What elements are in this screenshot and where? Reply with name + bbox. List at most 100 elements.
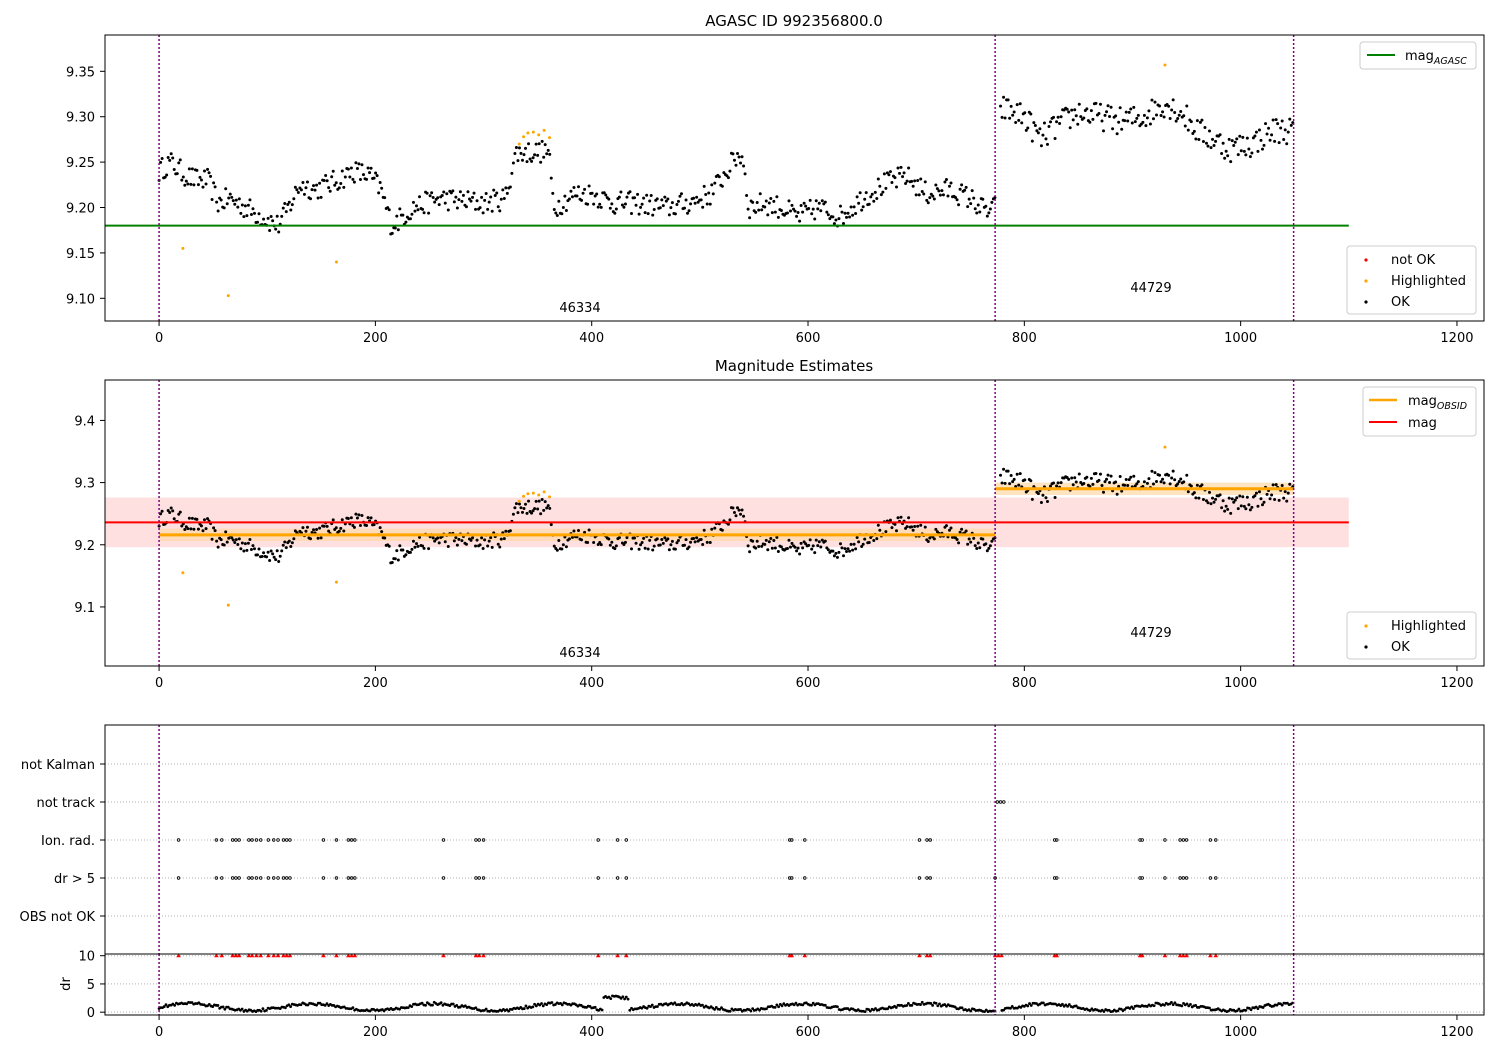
ok-point bbox=[1098, 472, 1102, 476]
ok-point bbox=[1198, 120, 1202, 124]
ok-point bbox=[1002, 95, 1006, 99]
ok-point bbox=[231, 538, 235, 542]
ok-point bbox=[430, 191, 434, 195]
ok-point bbox=[636, 192, 640, 196]
dr-point bbox=[226, 1005, 230, 1009]
ok-point bbox=[1267, 126, 1271, 130]
ok-point bbox=[262, 217, 266, 221]
ok-point bbox=[233, 541, 237, 545]
ok-point bbox=[890, 526, 894, 530]
ok-point bbox=[1201, 139, 1205, 143]
ion-rad-point bbox=[787, 838, 792, 842]
ok-point bbox=[213, 185, 217, 189]
dr-point bbox=[811, 1001, 815, 1005]
ok-point bbox=[505, 191, 509, 195]
dr-clipped-marker bbox=[476, 953, 482, 958]
dr-clipped-marker bbox=[1184, 953, 1189, 958]
dr-point bbox=[626, 997, 630, 1001]
highlighted-point bbox=[537, 493, 541, 497]
ok-point bbox=[313, 188, 317, 192]
ok-point bbox=[387, 544, 391, 548]
ok-point bbox=[372, 176, 376, 180]
not-track-point bbox=[995, 800, 999, 804]
dr-gt-5-point bbox=[790, 876, 794, 880]
ok-point bbox=[949, 181, 953, 185]
ion-rad-point bbox=[321, 838, 326, 842]
ok-point bbox=[1041, 133, 1045, 137]
ok-point bbox=[775, 535, 779, 539]
ok-point bbox=[1229, 160, 1233, 164]
ok-point bbox=[876, 523, 880, 527]
ok-point bbox=[492, 188, 496, 192]
legend-marker-not-ok bbox=[1364, 258, 1368, 262]
ok-point bbox=[614, 207, 618, 211]
dr-gt-5-point bbox=[1138, 876, 1142, 880]
ok-point bbox=[316, 196, 320, 200]
ok-point bbox=[1002, 467, 1006, 471]
ok-point bbox=[988, 207, 992, 211]
dr-point bbox=[162, 1005, 166, 1008]
dr-point bbox=[531, 1005, 535, 1009]
ok-point bbox=[342, 185, 346, 189]
ok-point bbox=[1206, 144, 1210, 148]
legend-marker-ok bbox=[1364, 645, 1368, 649]
dr-gt-5-point bbox=[321, 876, 326, 880]
dr-clipped-marker bbox=[271, 953, 277, 958]
ok-point bbox=[355, 516, 359, 520]
ok-point bbox=[560, 547, 564, 551]
ok-point bbox=[646, 212, 650, 216]
ok-point bbox=[1206, 501, 1210, 505]
ok-point bbox=[1220, 506, 1224, 510]
ok-point bbox=[972, 536, 976, 540]
ok-point bbox=[1098, 102, 1102, 106]
ok-point bbox=[1224, 504, 1228, 508]
ok-point bbox=[1230, 497, 1234, 501]
ok-point bbox=[769, 196, 773, 200]
ok-point bbox=[734, 514, 738, 518]
ok-point bbox=[860, 208, 864, 212]
ok-point bbox=[519, 151, 523, 155]
ion-rad-point bbox=[925, 838, 929, 842]
ok-point bbox=[1026, 126, 1030, 130]
y-tick-label: 0 bbox=[87, 1006, 95, 1021]
ok-point bbox=[651, 548, 655, 552]
ok-point bbox=[561, 206, 565, 210]
dr-gt-5-point bbox=[214, 876, 219, 880]
ok-point bbox=[669, 543, 673, 547]
ok-point bbox=[243, 542, 247, 546]
ok-point bbox=[319, 536, 323, 540]
x-tick-label: 200 bbox=[363, 676, 388, 691]
ok-point bbox=[773, 546, 777, 550]
ok-point bbox=[896, 166, 900, 170]
ok-point bbox=[554, 211, 558, 215]
ok-point bbox=[575, 194, 579, 198]
dr-point bbox=[406, 1006, 410, 1010]
ok-point bbox=[813, 551, 817, 555]
category-label: dr > 5 bbox=[54, 872, 95, 887]
ok-point bbox=[410, 547, 414, 551]
ok-point bbox=[1286, 130, 1290, 134]
ok-point bbox=[1133, 120, 1137, 124]
ok-point bbox=[508, 185, 512, 189]
ok-point bbox=[798, 219, 802, 223]
ok-point bbox=[646, 547, 650, 551]
ok-point bbox=[504, 186, 508, 190]
ok-point bbox=[178, 158, 182, 162]
ok-point bbox=[305, 180, 309, 184]
ok-point bbox=[224, 187, 228, 191]
ion-rad-point bbox=[234, 838, 238, 842]
dr-gt-5-point bbox=[615, 876, 620, 880]
ok-point bbox=[1023, 111, 1027, 115]
ok-point bbox=[242, 215, 246, 219]
ok-point bbox=[1236, 153, 1240, 157]
ok-point bbox=[708, 202, 712, 206]
ok-point bbox=[1124, 110, 1128, 114]
dr-point bbox=[398, 1007, 402, 1011]
ok-point bbox=[848, 215, 852, 219]
panel1-obsid-label-2: 44729 bbox=[1130, 281, 1171, 296]
ok-point bbox=[411, 539, 415, 543]
ok-point bbox=[640, 541, 644, 545]
ok-point bbox=[290, 541, 294, 545]
ok-point bbox=[1009, 104, 1013, 108]
ok-point bbox=[357, 513, 361, 517]
